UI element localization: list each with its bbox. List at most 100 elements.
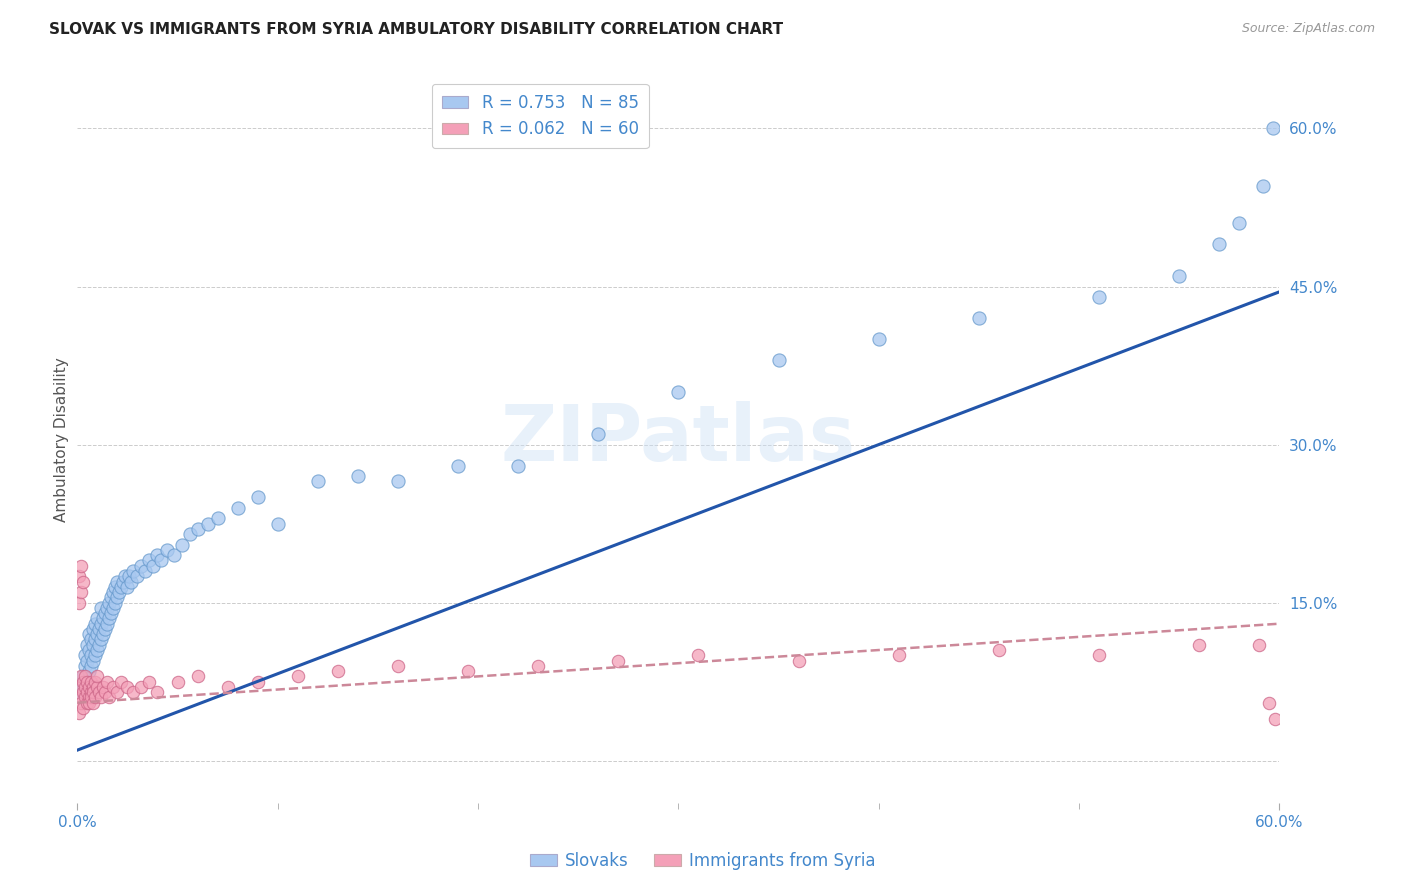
Point (131, 680, 153, 694)
Point (82, 638, 104, 652)
Point (457, 664, 479, 678)
Point (447, 458, 470, 473)
Point (668, 384, 690, 399)
Point (787, 654, 810, 668)
Point (76, 674, 98, 689)
Point (117, 680, 139, 694)
Text: SLOVAK VS IMMIGRANTS FROM SYRIA AMBULATORY DISABILITY CORRELATION CHART: SLOVAK VS IMMIGRANTS FROM SYRIA AMBULATO… (49, 22, 783, 37)
Text: ZIPatlas: ZIPatlas (501, 401, 856, 477)
Point (70, 680, 93, 694)
Point (1264, 712, 1286, 726)
Point (326, 664, 349, 678)
Point (134, 564, 156, 578)
Point (94, 622, 117, 636)
Point (70, 585, 93, 599)
Point (79, 690, 101, 705)
Point (187, 669, 209, 683)
Text: Source: ZipAtlas.com: Source: ZipAtlas.com (1241, 22, 1375, 36)
Point (588, 427, 610, 442)
Point (226, 500, 249, 515)
Point (166, 674, 188, 689)
Point (84, 674, 107, 689)
Point (75, 658, 97, 673)
Point (75, 680, 97, 694)
Point (80, 632, 103, 647)
Point (387, 475, 409, 489)
Point (117, 580, 139, 594)
Point (84, 616, 107, 631)
Point (98, 690, 121, 705)
Point (108, 585, 131, 599)
Point (179, 527, 201, 541)
Point (103, 585, 125, 599)
Point (80, 674, 103, 689)
Point (76, 674, 98, 689)
Point (112, 574, 135, 589)
Point (98, 611, 121, 625)
Point (217, 680, 239, 694)
Point (1253, 179, 1275, 194)
Point (93, 627, 115, 641)
Point (114, 569, 136, 583)
Point (72, 669, 94, 683)
Point (94, 606, 117, 620)
Point (100, 591, 122, 605)
Point (80, 648, 103, 663)
Point (86, 669, 108, 683)
Point (79, 643, 101, 657)
Point (107, 574, 129, 589)
Point (89, 685, 111, 699)
Point (246, 674, 269, 689)
Point (138, 674, 160, 689)
Point (146, 685, 169, 699)
Point (1088, 290, 1111, 304)
Point (156, 543, 179, 558)
Point (118, 569, 141, 583)
Point (80, 685, 103, 699)
Point (79, 680, 101, 694)
Point (72, 685, 94, 699)
Point (131, 558, 153, 573)
Point (94, 685, 117, 699)
Point (508, 458, 530, 473)
Point (84, 648, 107, 663)
Point (93, 680, 115, 694)
Point (1249, 638, 1271, 652)
Point (86, 611, 108, 625)
Point (72, 680, 94, 694)
Point (96, 674, 118, 689)
Point (988, 643, 1011, 657)
Point (72, 674, 94, 689)
Point (82, 696, 104, 710)
Point (90, 690, 112, 705)
Point (110, 580, 132, 594)
Point (146, 548, 169, 562)
Legend: Slovaks, Immigrants from Syria: Slovaks, Immigrants from Syria (523, 846, 883, 877)
Point (72, 701, 94, 715)
Point (98, 596, 121, 610)
Point (170, 538, 193, 552)
Point (162, 548, 184, 562)
Point (67, 690, 90, 705)
Point (107, 685, 129, 699)
Point (110, 674, 132, 689)
Point (96, 600, 118, 615)
Point (197, 516, 219, 531)
Point (82, 622, 104, 636)
Point (79, 696, 101, 710)
Point (967, 311, 990, 326)
Point (100, 606, 122, 620)
Point (127, 569, 149, 583)
Point (527, 658, 550, 673)
Point (307, 475, 329, 489)
Point (96, 616, 118, 631)
Point (89, 622, 111, 636)
Point (70, 558, 93, 573)
Point (1258, 696, 1281, 710)
Point (1229, 216, 1251, 230)
Point (347, 469, 370, 483)
Point (246, 490, 269, 504)
Point (72, 574, 94, 589)
Point (84, 632, 107, 647)
Point (150, 553, 173, 567)
